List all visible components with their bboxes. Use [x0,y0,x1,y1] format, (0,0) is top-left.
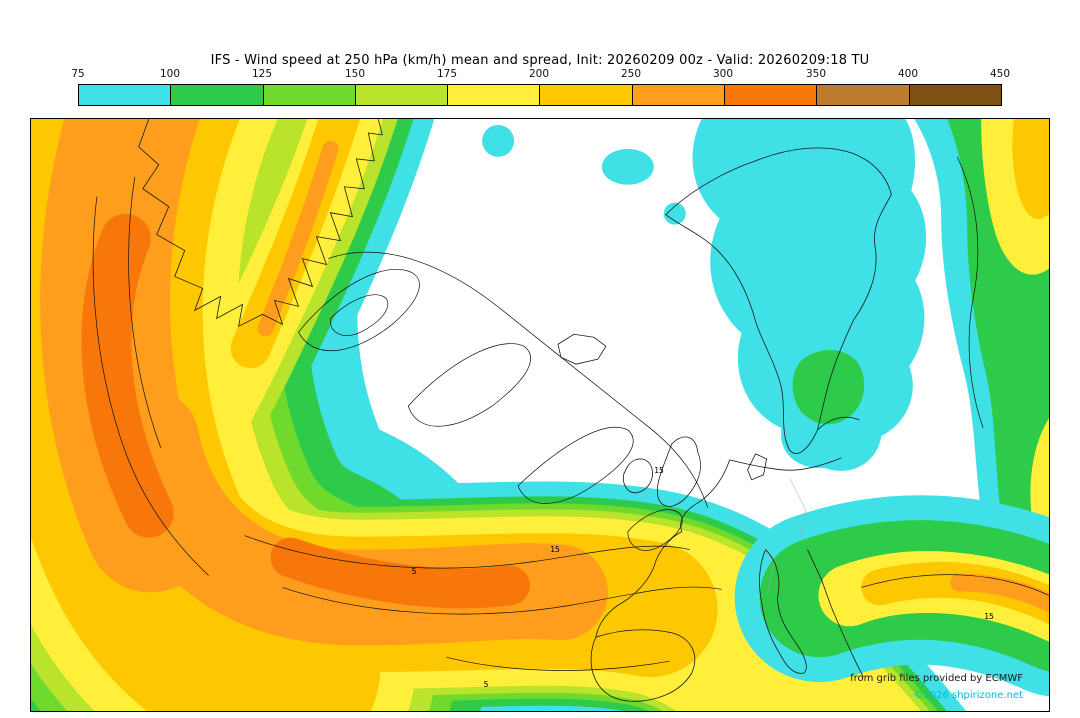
scandinavia-coast [665,147,892,454]
colorbar-segment [908,85,1001,105]
greenland-coast [138,119,383,328]
spread-contour [92,196,209,576]
italy-coast [759,548,807,674]
colorbar-tick-label: 250 [620,68,642,80]
colorbar-segment [724,85,817,105]
spread-contour [446,656,670,671]
eastern-edge-bands [914,119,1049,638]
chart-title: IFS - Wind speed at 250 hPa (km/h) mean … [210,53,870,68]
border-line [729,517,774,594]
baltic-green-spot [792,349,865,425]
scandinavia-low-spread-patches [482,119,927,471]
colorbar [78,84,1002,106]
iberia-coast [590,629,696,702]
spread-contour [517,426,634,504]
colorbar-segment [631,85,725,105]
contour-spread-label: 5 [411,567,417,576]
spread-contour [328,251,709,508]
mediterranean-jet-band [734,495,1049,696]
contour-spread-label: 15 [654,466,664,475]
west-europe-coast [595,459,731,638]
greenland-orange-core [257,140,339,337]
med-orange-core [950,573,1049,613]
colorbar-segment [447,85,540,105]
colorbar-segment [170,85,263,105]
small-cyan-patch [482,124,515,157]
spread-contour [298,268,420,352]
colorbar-segment [262,85,355,105]
ireland-coast [623,458,653,494]
north-europe-coast [729,457,842,471]
jet-left-deeporange-core [81,213,174,538]
colorbar-segment [539,85,632,105]
colorbar-tick-label: 350 [805,68,827,80]
colorbar-segment [79,85,171,105]
balkan-coast [807,549,864,678]
spread-contour-lines [92,156,1049,671]
coastlines [138,119,892,702]
britain-coast [656,436,701,507]
colorbar-tick-label: 150 [344,68,366,80]
denmark-coast [747,453,768,481]
colorbar-tick-label: 75 [71,68,85,80]
colorbar-tick-label: 125 [251,68,273,80]
colorbar-tick-label: 200 [528,68,550,80]
small-cyan-patch [663,202,686,225]
colorbar-segment [354,85,448,105]
border-line [789,477,806,538]
east-top-gold-core [1012,119,1049,220]
colorbar-tick-label: 100 [159,68,181,80]
colorbar-tick-label: 400 [897,68,919,80]
map-canvas: 15 5 15 5 15 from grib files provided by… [30,118,1050,712]
colorbar-segment [816,85,909,105]
colorbar-tick-label: 175 [436,68,458,80]
contour-spread-label: 15 [984,612,994,621]
jet-stream-bands [31,119,965,711]
baltic-gulf-coast [817,416,860,431]
wind-field-svg [31,119,1049,711]
spread-contour [956,156,984,429]
spread-contour [128,176,162,449]
attribution-site: ©2026 shpirizone.net [913,690,1023,701]
attribution-ecmwf: from grib files provided by ECMWF [850,673,1023,684]
contour-spread-label: 15 [550,545,560,554]
small-cyan-patch [601,148,654,185]
spread-contour [861,574,1049,596]
spread-contour [627,509,683,551]
spread-contour [244,535,690,569]
spread-contour [407,343,531,427]
spread-contour [282,586,722,615]
colorbar-tick-label: 300 [712,68,734,80]
spread-contour [330,294,389,336]
colorbar-tick-labels: 75 100 125 150 175 200 250 300 350 400 4… [0,68,1080,81]
iceland-coast [557,333,607,365]
scandinavia-cyan-patch [692,119,927,471]
contour-spread-label: 5 [483,680,489,689]
colorbar-tick-label: 450 [989,68,1011,80]
country-borders [729,477,806,594]
jet-bottom-deeporange-core [270,537,531,609]
